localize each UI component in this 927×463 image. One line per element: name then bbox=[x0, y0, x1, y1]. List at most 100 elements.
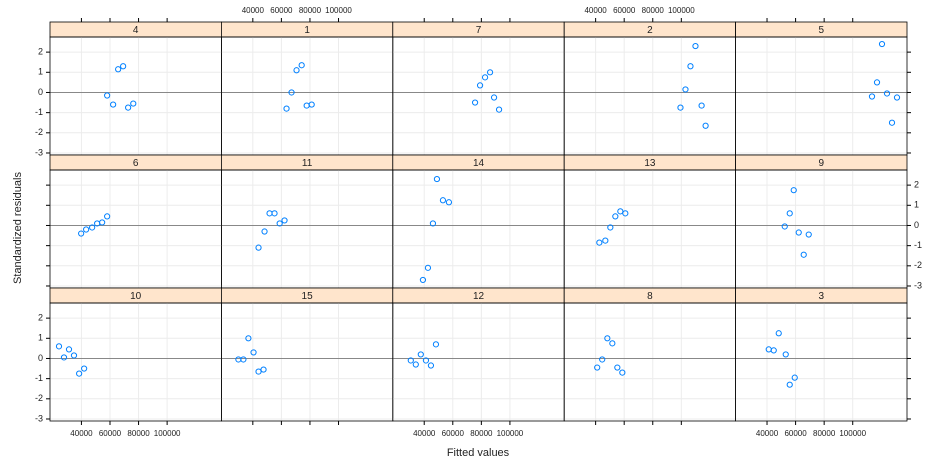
point bbox=[481, 74, 489, 81]
point bbox=[266, 210, 273, 217]
panel-border bbox=[220, 302, 394, 422]
point bbox=[702, 122, 709, 129]
strip-label: 6 bbox=[133, 158, 139, 169]
point bbox=[607, 224, 614, 231]
point bbox=[795, 229, 802, 236]
point bbox=[782, 351, 789, 358]
point bbox=[70, 352, 78, 359]
x-tick-label: 40000 bbox=[242, 6, 265, 15]
point bbox=[99, 219, 106, 226]
point bbox=[445, 199, 453, 206]
point bbox=[65, 346, 73, 353]
point bbox=[692, 42, 699, 50]
point bbox=[878, 40, 886, 48]
y-tick-label: 1 bbox=[914, 200, 919, 210]
point bbox=[495, 106, 503, 113]
point bbox=[81, 365, 88, 372]
point bbox=[682, 86, 689, 93]
point bbox=[490, 94, 498, 101]
point bbox=[433, 175, 441, 183]
panel-border bbox=[735, 302, 908, 422]
strip-label: 1 bbox=[304, 25, 310, 36]
y-tick-label: -2 bbox=[35, 393, 43, 403]
x-tick-label: 80000 bbox=[642, 6, 665, 15]
point bbox=[619, 369, 626, 376]
point bbox=[432, 341, 440, 348]
point bbox=[261, 228, 268, 235]
point bbox=[235, 356, 242, 363]
strip-label: 10 bbox=[130, 291, 142, 302]
point bbox=[698, 102, 705, 109]
point bbox=[76, 370, 83, 377]
y-tick-label: -1 bbox=[35, 373, 43, 383]
panel-border bbox=[49, 302, 222, 422]
point bbox=[602, 237, 609, 244]
panel-border bbox=[563, 169, 737, 289]
point bbox=[471, 99, 479, 106]
point bbox=[883, 90, 891, 97]
point bbox=[407, 357, 414, 364]
point bbox=[427, 362, 435, 369]
point bbox=[83, 226, 90, 233]
point bbox=[791, 374, 798, 381]
panel-border bbox=[392, 36, 565, 156]
x-tick-label: 60000 bbox=[613, 6, 636, 15]
strip-label: 4 bbox=[133, 25, 139, 36]
x-tick-label: 40000 bbox=[413, 429, 436, 438]
x-tick-label: 40000 bbox=[756, 429, 779, 438]
point bbox=[612, 213, 619, 220]
point bbox=[687, 63, 694, 70]
x-tick-label: 80000 bbox=[299, 6, 322, 15]
y-tick-label: -3 bbox=[35, 147, 43, 157]
point bbox=[622, 210, 629, 217]
strip-label: 2 bbox=[647, 25, 653, 36]
y-tick-label: 0 bbox=[914, 220, 919, 230]
x-axis-label: Fitted values bbox=[447, 447, 510, 459]
point bbox=[245, 335, 252, 342]
x-tick-label: 60000 bbox=[784, 429, 807, 438]
point bbox=[617, 208, 624, 215]
x-tick-label: 100000 bbox=[839, 429, 866, 438]
strip-label: 7 bbox=[476, 25, 482, 36]
strip-label: 12 bbox=[473, 291, 485, 302]
point bbox=[429, 220, 437, 227]
point bbox=[240, 356, 247, 363]
point bbox=[130, 100, 137, 107]
point bbox=[303, 102, 310, 109]
x-tick-label: 100000 bbox=[154, 429, 181, 438]
panel-border bbox=[220, 169, 394, 289]
x-tick-label: 60000 bbox=[270, 6, 293, 15]
y-tick-label: 0 bbox=[38, 353, 43, 363]
point bbox=[78, 230, 85, 237]
point bbox=[424, 264, 432, 271]
panel-border bbox=[49, 36, 222, 156]
y-tick-label: -1 bbox=[35, 107, 43, 117]
strip-label: 14 bbox=[473, 158, 485, 169]
point bbox=[308, 101, 315, 108]
y-tick-label: -1 bbox=[914, 240, 922, 250]
point bbox=[770, 347, 777, 354]
y-tick-label: 2 bbox=[38, 313, 43, 323]
point bbox=[283, 105, 290, 112]
point bbox=[271, 210, 278, 217]
point bbox=[293, 67, 300, 74]
strip-label: 15 bbox=[302, 291, 314, 302]
point bbox=[110, 101, 117, 108]
point bbox=[677, 104, 684, 111]
point bbox=[120, 63, 127, 70]
x-tick-label: 80000 bbox=[813, 429, 836, 438]
point bbox=[288, 89, 295, 96]
x-tick-label: 60000 bbox=[99, 429, 122, 438]
strip-label: 11 bbox=[302, 158, 313, 169]
point bbox=[786, 210, 793, 217]
x-tick-label: 40000 bbox=[584, 6, 607, 15]
point bbox=[775, 330, 782, 337]
point bbox=[412, 361, 419, 368]
x-tick-label: 40000 bbox=[70, 429, 93, 438]
point bbox=[888, 119, 896, 126]
point bbox=[250, 349, 257, 356]
point bbox=[594, 364, 601, 371]
point bbox=[55, 343, 63, 350]
point bbox=[419, 276, 427, 284]
point bbox=[60, 354, 68, 361]
